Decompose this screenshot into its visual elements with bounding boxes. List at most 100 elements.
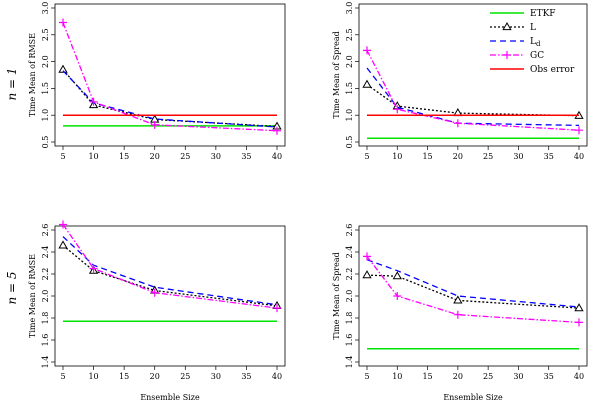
x-tick-label: 30 [211, 372, 221, 381]
legend-marker [503, 51, 511, 59]
y-axis-label: Time Mean of Spread [332, 31, 341, 119]
plot-frame [54, 225, 286, 367]
y-tick-label: 2.5 [41, 28, 50, 41]
y-tick-label: 2.0 [345, 55, 354, 68]
x-tick-label: 40 [272, 152, 282, 161]
y-tick-label: 2.2 [345, 268, 354, 281]
point-L [58, 240, 68, 249]
series-line-ld [366, 259, 580, 308]
panels: 5 10 15 20 25 30 35 40 0.5 1.0 1.5 2.0 2.5 3.0 Time Me… [28, 2, 588, 402]
row-label-n1: n = 1 [5, 67, 19, 100]
legend-label: ETKF [530, 9, 556, 19]
legend-label: GC [530, 51, 544, 61]
series-line-gc [366, 50, 580, 131]
x-tick-label: 5 [60, 372, 65, 381]
y-tick-label: 1.6 [345, 334, 354, 347]
series-line-l [62, 244, 278, 307]
point-GC [363, 46, 371, 55]
panel-n5-spread: 5 10 15 20 25 30 35 40 1.4 1.6 1.8 2.0 2.2 2.4 2.6 Time… [332, 224, 588, 402]
x-tick-label: 15 [422, 152, 432, 161]
panel-n5-rmse: 5 10 15 20 25 30 35 40 1.4 1.6 1.8 2.0 2.2 2.4 2.6 Time… [28, 220, 286, 402]
panel-n1-rmse: 5 10 15 20 25 30 35 40 0.5 1.0 1.5 2.0 2.5 3.0 Time Me… [28, 2, 286, 161]
y-tick-label: 2.4 [41, 246, 50, 259]
y-tick-label: 1.5 [345, 82, 354, 95]
point-GC [393, 105, 402, 114]
series-line-ld [366, 67, 580, 127]
x-tick-label: 10 [392, 152, 402, 161]
x-tick-label: 10 [392, 372, 402, 381]
panel-n1-spread: 5 10 15 20 25 30 35 40 0.5 1.0 1.5 2.0 2.5 3.0 Time Me… [332, 2, 588, 161]
x-tick-label: 40 [574, 372, 584, 381]
y-tick-label: 2.0 [41, 55, 50, 68]
point-GC [273, 304, 281, 313]
y-axis-label: Time Mean of RMSE [28, 254, 37, 338]
series-line-gc [62, 224, 278, 309]
point-GC [150, 120, 159, 129]
x-tick-label: 35 [241, 372, 251, 381]
series-line-l [366, 274, 580, 309]
series-line-ld [62, 70, 278, 128]
point-GC [89, 97, 98, 106]
y-tick-label: 1.4 [41, 356, 50, 369]
x-tick-label: 40 [272, 372, 282, 381]
point-L [362, 79, 372, 88]
point-GC [393, 292, 402, 300]
point-GC [59, 18, 67, 27]
y-tick-label: 1.0 [41, 109, 50, 122]
x-tick-label: 15 [422, 372, 432, 381]
x-tick-label: 35 [241, 152, 251, 161]
point-L [392, 271, 402, 280]
point-GC [273, 126, 281, 135]
x-tick-label: 20 [453, 372, 463, 381]
x-tick-label: 5 [60, 152, 65, 161]
y-tick-label: 1.8 [345, 312, 354, 325]
x-tick-label: 30 [513, 152, 523, 161]
point-GC [89, 264, 98, 273]
x-tick-label: 25 [180, 152, 190, 161]
y-tick-label: 2.0 [345, 290, 354, 303]
x-tick-label: 10 [88, 372, 98, 381]
point-L [574, 303, 584, 312]
y-tick-label: 2.4 [345, 246, 354, 259]
point-L [453, 295, 463, 304]
y-axis-label: Time Mean of Spread [332, 252, 341, 340]
legend-label: L [530, 23, 536, 33]
y-tick-label: 1.0 [345, 109, 354, 122]
x-tick-label: 20 [150, 372, 160, 381]
legend-marker [502, 21, 512, 31]
y-tick-label: 1.6 [41, 334, 50, 347]
series-line-l [366, 84, 580, 117]
x-tick-label: 30 [513, 372, 523, 381]
y-tick-label: 1.4 [345, 356, 354, 369]
x-tick-label: 35 [544, 152, 554, 161]
point-GC [453, 310, 462, 319]
point-L [58, 64, 68, 73]
x-tick-label: 25 [483, 152, 493, 161]
x-tick-label: 20 [150, 152, 160, 161]
x-tick-label: 5 [364, 152, 369, 161]
y-axis-label: Time Mean of RMSE [28, 33, 37, 117]
x-tick-label: 35 [544, 372, 554, 381]
y-tick-label: 1.8 [41, 312, 50, 325]
point-L [362, 270, 372, 279]
x-tick-label: 30 [211, 152, 221, 161]
y-tick-label: 2.2 [41, 268, 50, 281]
x-axis-label: Ensemble Size [443, 393, 503, 402]
series-line-l [62, 69, 278, 128]
point-GC [59, 220, 67, 229]
plot-frame [358, 3, 588, 147]
point-GC [150, 288, 159, 297]
legend-label: Obs error [530, 65, 575, 75]
y-tick-label: 0.5 [41, 136, 50, 149]
plot-frame [358, 225, 588, 367]
y-tick-label: 2.5 [345, 28, 354, 41]
series-line-gc [366, 256, 580, 324]
series-line-gc [62, 22, 278, 132]
y-tick-label: 2.6 [345, 224, 354, 237]
legend-label-text: L [530, 23, 536, 33]
x-tick-label: 5 [364, 372, 369, 381]
x-axis-label: Ensemble Size [140, 393, 200, 402]
point-GC [575, 126, 583, 135]
legend-label-text: Obs error [530, 65, 575, 75]
